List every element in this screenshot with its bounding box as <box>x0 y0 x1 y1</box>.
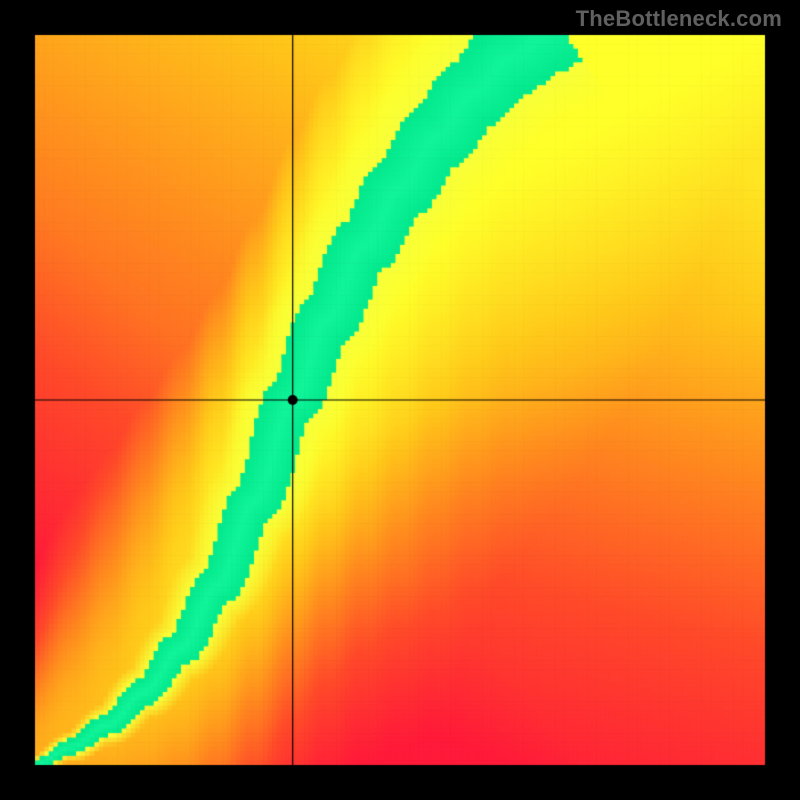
bottleneck-heatmap <box>0 0 800 800</box>
attribution-label: TheBottleneck.com <box>576 6 782 32</box>
